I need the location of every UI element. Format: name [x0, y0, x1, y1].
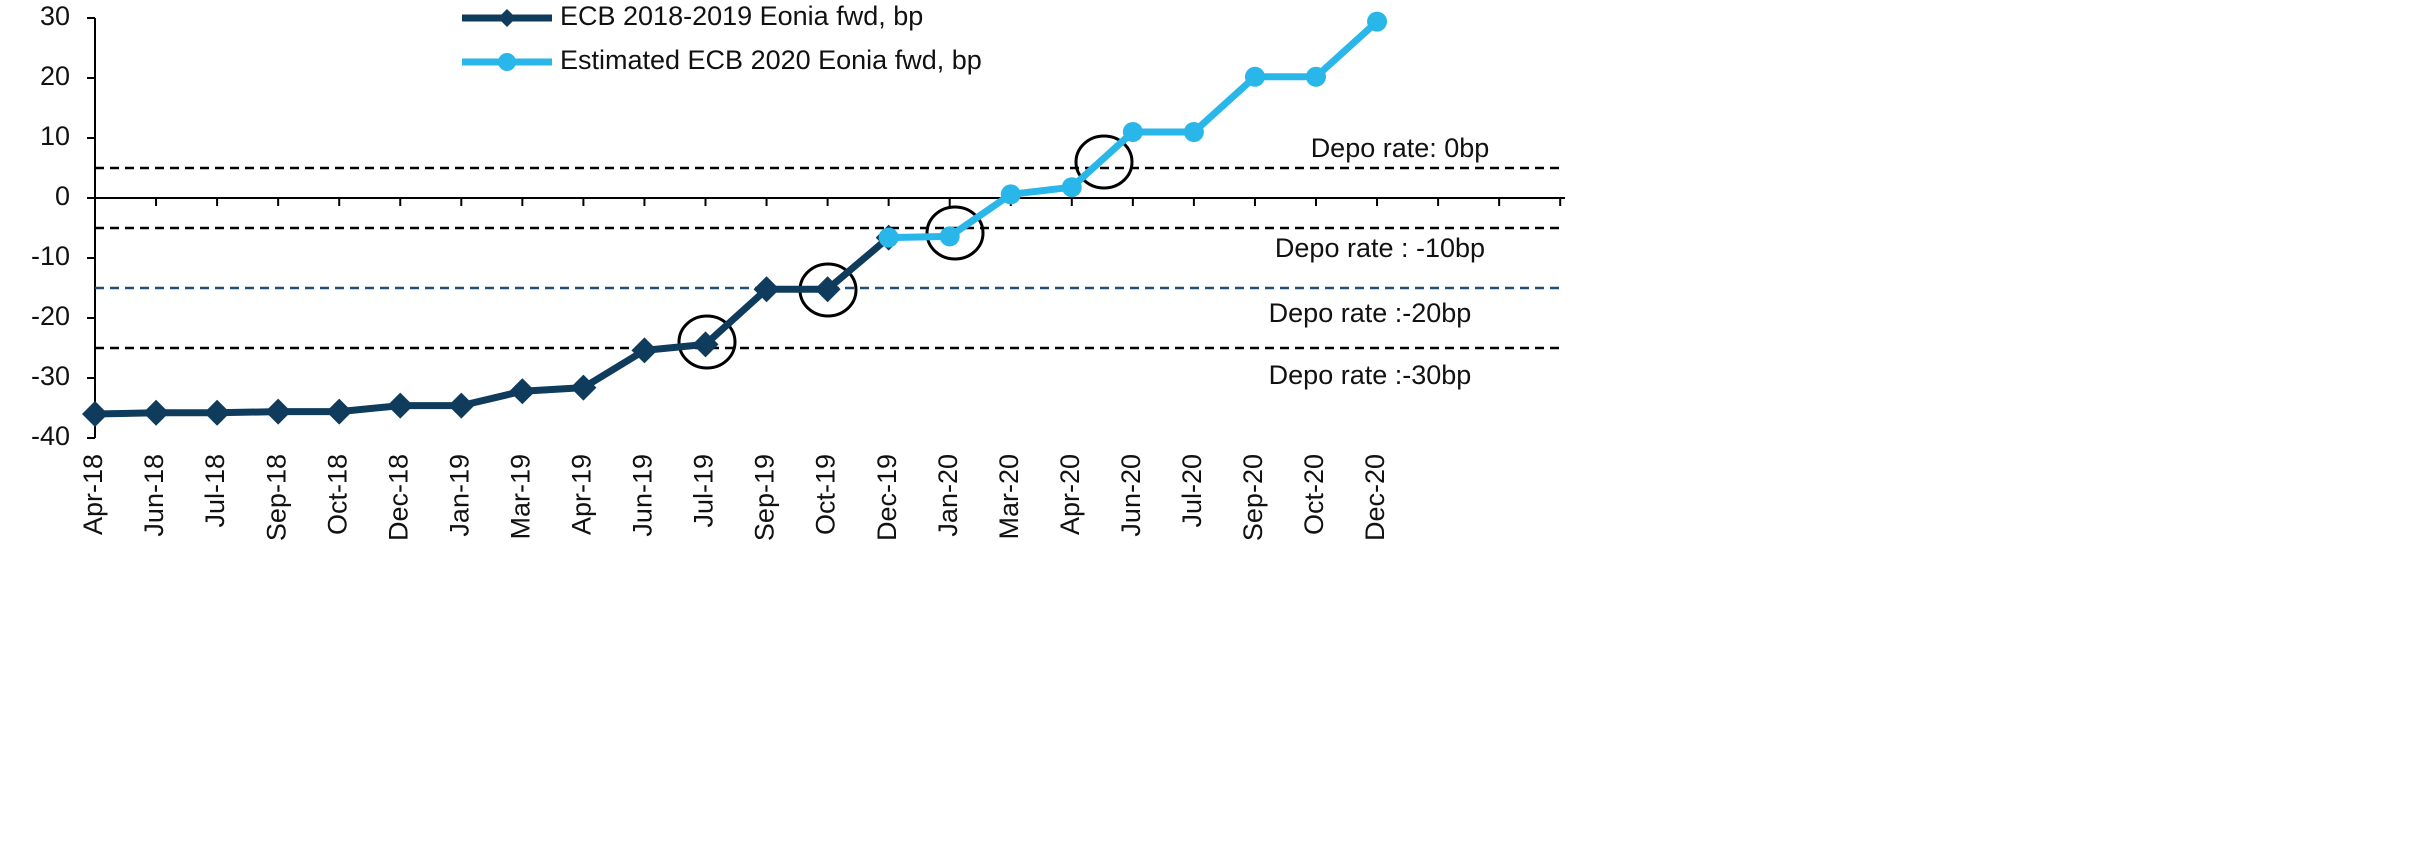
- reference-label: Depo rate :-20bp: [1269, 298, 1472, 328]
- reference-label: Depo rate :-30bp: [1269, 360, 1472, 390]
- marker: [1306, 66, 1326, 87]
- x-tick-label: Oct-20: [1299, 454, 1329, 535]
- x-tick-label: Jun-18: [139, 454, 169, 537]
- y-tick-label: 0: [55, 181, 70, 211]
- x-tick-label: Apr-20: [1055, 454, 1085, 535]
- y-tick-label: 20: [40, 61, 70, 91]
- marker: [1367, 11, 1388, 32]
- reference-label: Depo rate : -10bp: [1275, 233, 1485, 263]
- x-tick-label: Sep-18: [261, 454, 291, 541]
- x-tick-label: Sep-20: [1238, 454, 1268, 541]
- legend-marker: [498, 9, 516, 27]
- y-tick-label: 10: [40, 121, 70, 151]
- x-tick-label: Jul-19: [689, 454, 719, 528]
- marker: [204, 399, 231, 426]
- x-tick-label: Dec-18: [383, 454, 413, 541]
- marker: [631, 337, 658, 364]
- marker: [1061, 177, 1082, 198]
- marker: [326, 398, 353, 425]
- marker: [814, 276, 841, 303]
- x-tick-label: Jun-19: [628, 454, 658, 537]
- reference-label: Depo rate: 0bp: [1311, 133, 1490, 163]
- legend-label: Estimated ECB 2020 Eonia fwd, bp: [560, 45, 982, 75]
- marker: [265, 398, 292, 425]
- x-tick-label: Mar-19: [505, 454, 535, 540]
- x-tick-label: Sep-19: [750, 454, 780, 541]
- x-tick-label: Dec-19: [872, 454, 902, 541]
- x-tick-label: Jan-20: [933, 454, 963, 537]
- marker: [82, 401, 108, 427]
- marker: [878, 227, 899, 248]
- marker: [387, 392, 414, 419]
- legend-marker: [498, 53, 516, 71]
- x-tick-label: Apr-19: [567, 454, 597, 535]
- highlight-circle: [677, 314, 737, 370]
- marker: [1000, 184, 1021, 205]
- legend-label: ECB 2018-2019 Eonia fwd, bp: [560, 1, 923, 31]
- marker: [753, 276, 780, 303]
- marker: [939, 226, 960, 247]
- x-tick-label: Jan-19: [444, 454, 474, 537]
- x-tick-label: Jul-20: [1177, 454, 1207, 528]
- marker: [570, 374, 597, 401]
- x-tick-label: Apr-18: [78, 454, 108, 535]
- highlight-circle: [1074, 134, 1134, 190]
- y-tick-label: 30: [40, 1, 70, 31]
- x-tick-label: Dec-20: [1360, 454, 1390, 541]
- y-tick-label: -30: [31, 361, 70, 391]
- y-tick-label: -20: [31, 301, 70, 331]
- x-tick-label: Oct-18: [322, 454, 352, 535]
- highlight-circles: [677, 134, 1134, 370]
- y-tick-label: -40: [31, 421, 70, 451]
- marker: [692, 331, 719, 358]
- x-tick-label: Jun-20: [1116, 454, 1146, 537]
- x-tick-label: Mar-20: [994, 454, 1024, 540]
- marker: [448, 392, 475, 419]
- marker: [1244, 66, 1265, 87]
- marker: [1183, 122, 1204, 142]
- x-tick-label: Oct-19: [811, 454, 841, 535]
- marker: [1122, 122, 1143, 142]
- highlight-circle: [925, 205, 985, 261]
- x-tick-label: Jul-18: [200, 454, 230, 528]
- series-line: [94, 234, 891, 418]
- y-tick-label: -10: [31, 241, 70, 271]
- marker: [143, 399, 170, 426]
- marker: [509, 378, 536, 405]
